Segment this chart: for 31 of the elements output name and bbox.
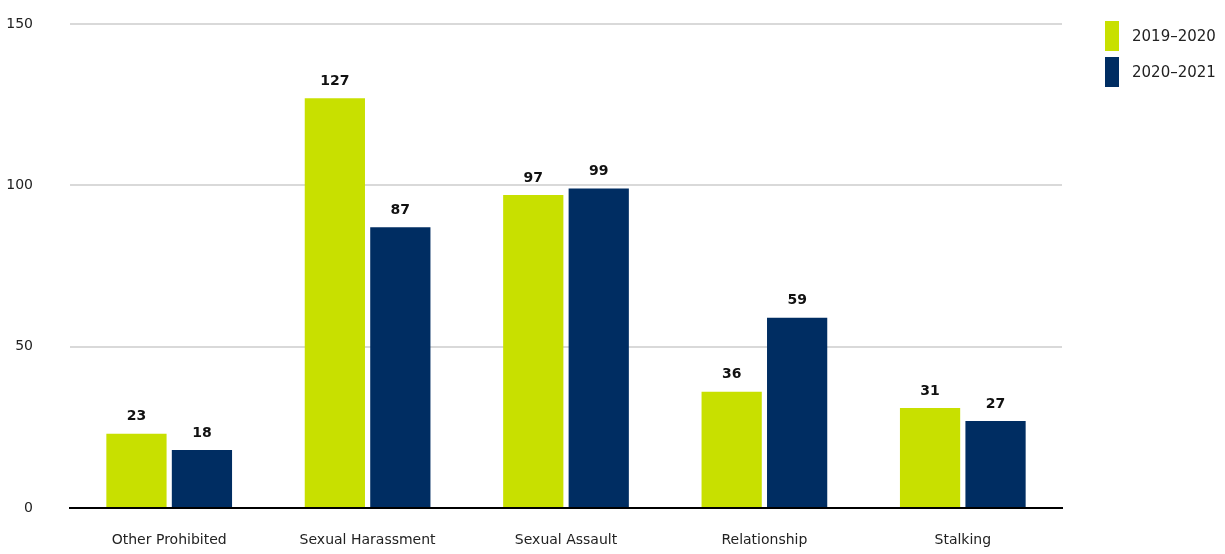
data-label: 18 (192, 423, 212, 440)
data-label: 127 (320, 71, 350, 88)
bar (370, 227, 431, 507)
bar (304, 98, 365, 507)
x-tick-label: Other Prohibited (111, 531, 227, 548)
bar (568, 188, 629, 507)
data-label: 27 (985, 394, 1006, 411)
bar (106, 433, 167, 507)
legend-label: 2020–2021 (1132, 62, 1216, 81)
data-label: 87 (390, 200, 411, 217)
bar (503, 195, 564, 507)
legend-label: 2019–2020 (1132, 26, 1216, 45)
data-label: 59 (787, 291, 807, 308)
x-tick-label: Stalking (934, 531, 992, 548)
data-label: 36 (721, 365, 742, 382)
y-tick-label: 150 (6, 14, 33, 31)
x-tick-label: Sexual Harassment (299, 531, 437, 548)
bar (899, 407, 961, 507)
x-tick-label: Sexual Assault (514, 531, 618, 548)
y-tick-label: 100 (6, 175, 33, 192)
x-tick-label: Relationship (721, 531, 808, 548)
bar (965, 420, 1026, 507)
data-label: 31 (920, 381, 940, 398)
bar (171, 449, 233, 507)
bar (701, 391, 762, 507)
y-tick-label: 50 (15, 337, 33, 354)
y-tick-label: 0 (24, 498, 33, 515)
data-label: 99 (588, 162, 609, 179)
data-label: 23 (126, 407, 147, 424)
data-label: 97 (523, 168, 544, 185)
bar (767, 317, 828, 507)
